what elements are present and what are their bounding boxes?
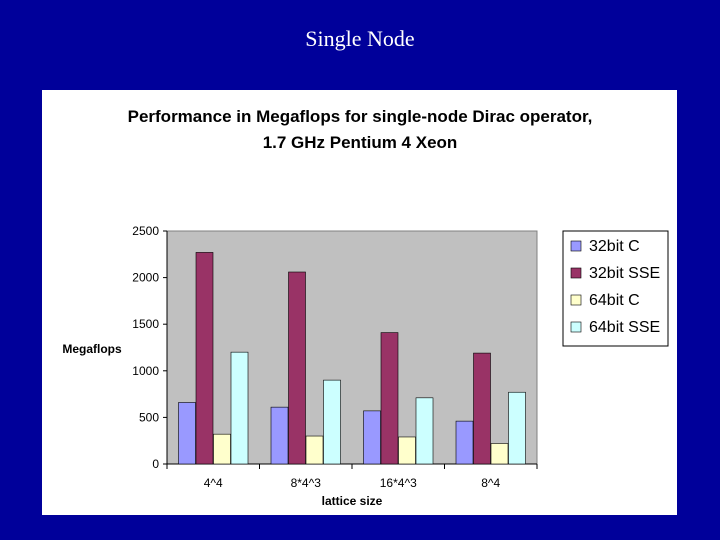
bar-32bit-c: [178, 402, 196, 465]
bar-64bit-sse: [230, 351, 249, 465]
bar-64bit-sse: [415, 397, 434, 465]
legend-swatch: [570, 321, 582, 333]
legend-label: 64bit SSE: [589, 319, 660, 336]
y-tick-label: 2500: [132, 224, 159, 238]
bar-64bit-c: [398, 436, 416, 465]
x-tick-label: 8^4: [481, 476, 500, 490]
bar-32bit-c: [363, 410, 381, 465]
x-tick-label: 8*4^3: [291, 476, 322, 490]
legend-swatch: [570, 294, 582, 306]
y-tick-label: 0: [152, 457, 159, 471]
legend: 32bit C 32bit SSE 64bit C 64bit SSE: [562, 230, 669, 347]
x-axis: 4^4 8*4^3 16*4^3 8^4: [166, 463, 538, 490]
chart-panel: Performance in Megaflops for single-node…: [42, 90, 677, 515]
y-tick-label: 500: [139, 410, 159, 424]
chart-title-line-2: 1.7 GHz Pentium 4 Xeon: [263, 133, 458, 152]
bar-64bit-c: [305, 435, 324, 465]
bar-32bit-sse: [288, 271, 306, 465]
bar-64bit-c: [490, 443, 509, 465]
y-tick-label: 1500: [132, 317, 159, 331]
bar-64bit-c: [213, 433, 231, 465]
y-axis: 0 500 1000 1500 2000 2500: [132, 224, 168, 471]
slide-title: Single Node: [305, 26, 415, 51]
legend-label: 32bit SSE: [589, 265, 660, 282]
bar-32bit-c: [455, 420, 474, 465]
chart-title-line-1: Performance in Megaflops for single-node…: [128, 107, 593, 126]
bar-32bit-sse: [380, 332, 399, 465]
legend-label: 64bit C: [589, 292, 640, 309]
bar-32bit-sse: [473, 352, 491, 465]
bar-chart: Performance in Megaflops for single-node…: [62, 107, 669, 508]
x-axis-label: lattice size: [322, 494, 383, 508]
y-tick-label: 2000: [132, 271, 159, 285]
bar-64bit-sse: [508, 391, 526, 465]
x-tick-label: 4^4: [204, 476, 223, 490]
legend-label: 32bit C: [589, 238, 640, 255]
bars: [178, 252, 526, 465]
legend-swatch: [570, 267, 582, 279]
bar-32bit-c: [270, 406, 289, 465]
legend-swatch: [570, 240, 582, 252]
x-tick-label: 16*4^3: [380, 476, 417, 490]
y-axis-label: Megaflops: [62, 342, 122, 356]
y-tick-label: 1000: [132, 364, 159, 378]
bar-64bit-sse: [323, 379, 341, 465]
bar-32bit-sse: [195, 252, 214, 465]
